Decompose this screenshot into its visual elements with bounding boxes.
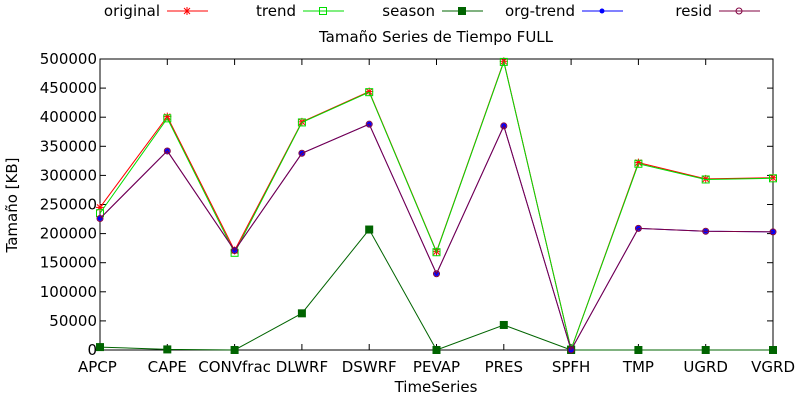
x-tick-label: APCP	[78, 358, 117, 376]
point-marker	[230, 346, 239, 354]
point-marker	[298, 149, 306, 157]
point-marker	[183, 7, 191, 15]
y-tick-label: 50000	[49, 312, 97, 330]
y-tick-label: 250000	[40, 196, 97, 214]
series-resid	[96, 120, 777, 354]
x-tick-label: TMP	[622, 358, 654, 376]
x-tick-label: CONVfrac	[198, 358, 271, 376]
x-tick-label: PRES	[485, 358, 523, 376]
point-marker	[432, 248, 441, 257]
point-marker	[319, 7, 327, 15]
y-tick-label: 0	[87, 341, 97, 359]
point-marker	[297, 118, 306, 127]
legend-label: trend	[256, 2, 296, 20]
point-marker	[297, 309, 306, 318]
legend-item-resid: resid	[675, 2, 760, 20]
legend-label: original	[104, 2, 160, 20]
series-original	[96, 57, 777, 354]
series-line	[99, 123, 774, 352]
x-tick-label: CAPE	[148, 358, 187, 376]
point-marker	[634, 346, 643, 354]
point-marker	[458, 7, 466, 15]
legend-item-trend: trend	[256, 2, 344, 20]
point-marker	[365, 225, 374, 234]
legend-label: season	[382, 2, 435, 20]
y-tick-label: 400000	[40, 108, 97, 126]
series-line	[99, 59, 774, 352]
x-tick-label: UGRD	[683, 358, 728, 376]
point-marker	[701, 175, 710, 184]
point-marker	[365, 88, 374, 97]
y-tick-label: 300000	[40, 166, 97, 184]
legend-item-org-trend: org-trend	[505, 2, 623, 20]
x-axis-label: TimeSeries	[394, 378, 478, 396]
plot-frame	[99, 58, 774, 351]
point-marker	[96, 343, 104, 352]
series-trend	[96, 57, 777, 354]
point-marker	[567, 346, 575, 354]
x-tick-label: SPFH	[552, 358, 590, 376]
x-tick-label: VGRD	[751, 358, 795, 376]
legend-item-season: season	[382, 2, 483, 20]
point-marker	[769, 228, 777, 236]
y-tick-label: 200000	[40, 225, 97, 243]
legend-item-original: original	[104, 2, 208, 20]
x-axis: APCP CAPE CONVfrac DLWRF DSWRF PEVAP PRES SPFH T…	[78, 59, 795, 376]
x-tick-label: PEVAP	[413, 358, 460, 376]
x-tick-label: DSWRF	[342, 358, 397, 376]
point-marker	[769, 346, 777, 354]
y-tick-label: 500000	[40, 50, 97, 68]
y-axis-label: Tamaño [KB]	[3, 158, 21, 254]
y-tick-label: 150000	[40, 254, 97, 272]
point-marker	[231, 246, 239, 254]
point-marker	[634, 159, 643, 168]
point-marker	[634, 224, 642, 232]
point-marker	[432, 346, 441, 354]
legend: original trend season org-trend resid	[104, 2, 760, 20]
point-marker	[500, 122, 508, 130]
point-marker	[599, 8, 605, 14]
series-org-trend	[97, 121, 776, 353]
point-marker	[163, 114, 172, 123]
legend-label: org-trend	[505, 2, 575, 20]
x-tick-label: DLWRF	[276, 358, 328, 376]
point-marker	[365, 120, 373, 128]
point-marker	[499, 320, 508, 329]
point-marker	[701, 346, 710, 354]
y-tick-label: 100000	[40, 283, 97, 301]
point-marker	[499, 57, 508, 66]
point-marker	[163, 345, 172, 354]
chart-title: Tamaño Series de Tiempo FULL	[318, 28, 554, 46]
y-axis: 0 50000 100000 150000 200000 250000 300000 3500…	[40, 50, 773, 359]
series-season	[96, 225, 777, 354]
point-marker	[433, 270, 440, 278]
series-group	[96, 57, 777, 354]
series-line	[99, 60, 774, 352]
series-line	[99, 123, 774, 352]
point-marker	[769, 174, 777, 183]
series-line	[99, 228, 773, 351]
legend-label: resid	[675, 2, 712, 20]
point-marker	[702, 227, 710, 235]
point-marker	[735, 7, 743, 15]
y-tick-label: 450000	[40, 79, 97, 97]
point-marker	[96, 214, 104, 222]
y-tick-label: 350000	[40, 137, 97, 155]
point-marker	[163, 147, 171, 155]
